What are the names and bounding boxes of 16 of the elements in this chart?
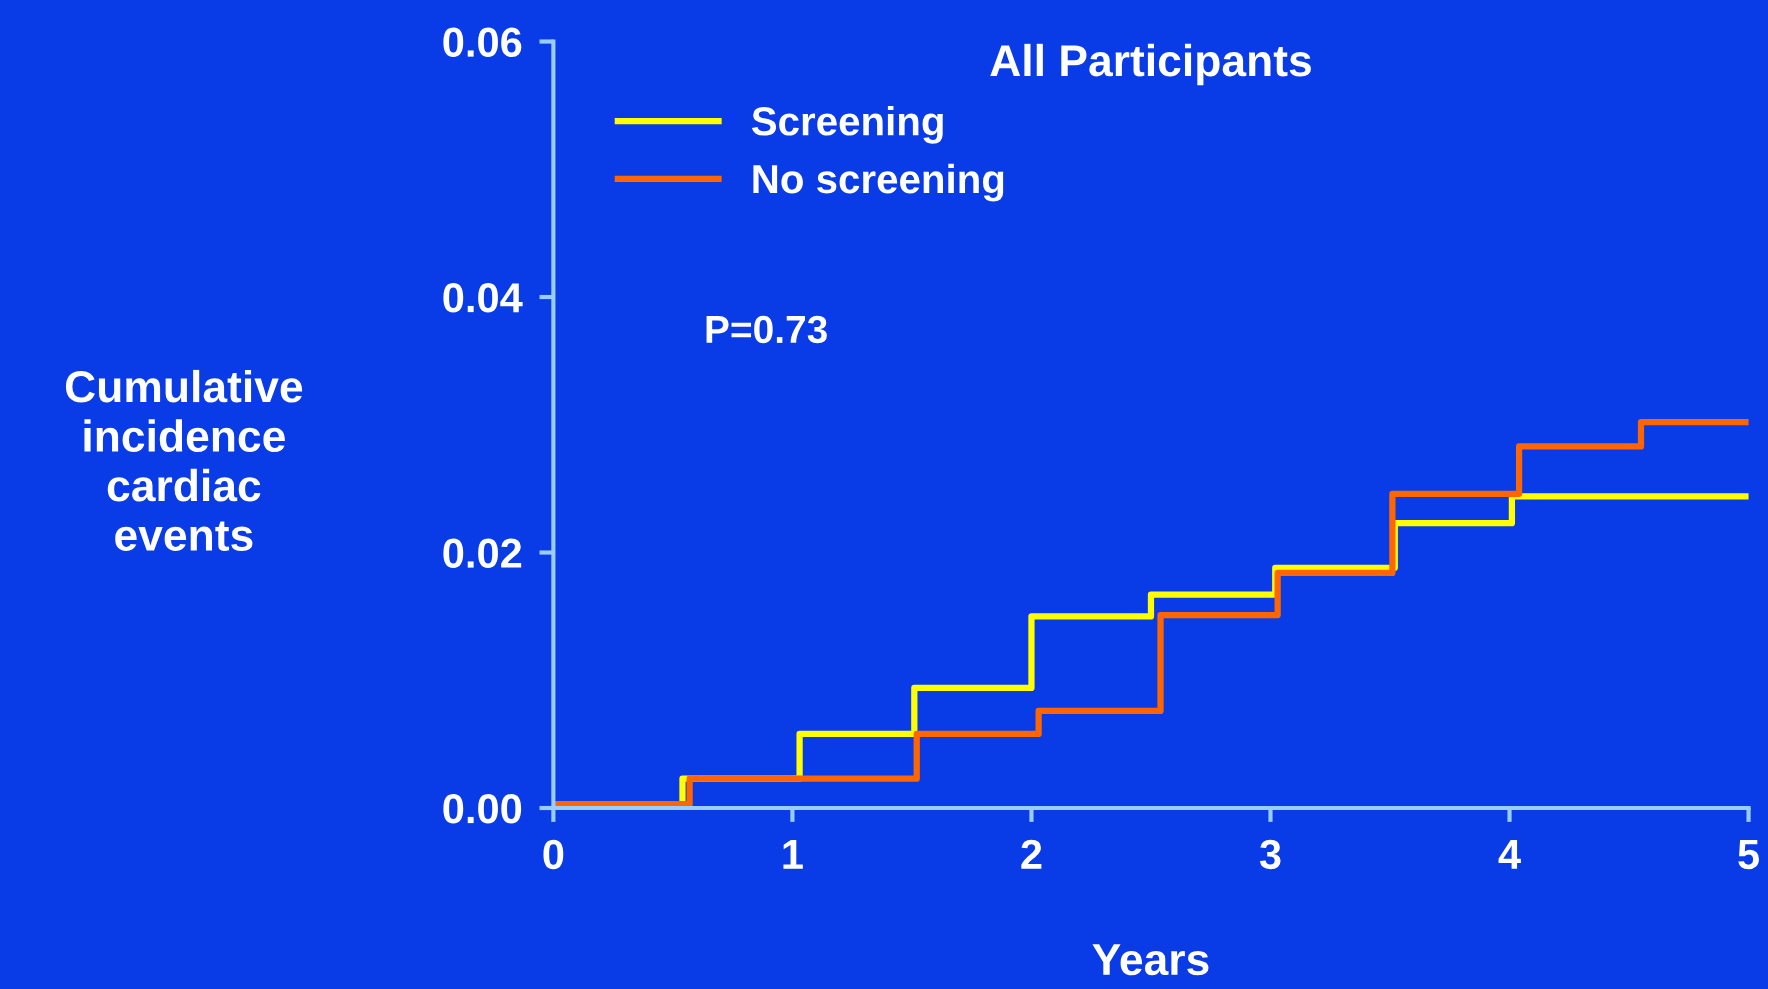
- chart-title: All Participants: [990, 43, 1311, 86]
- x-tick-label: 4: [1498, 840, 1521, 869]
- x-tick-label: 1: [783, 840, 803, 869]
- y-axis-title: Cumulative incidence cardiac events: [65, 369, 303, 551]
- x-tick-label: 3: [1259, 839, 1281, 870]
- y-tick-label: 0.00: [443, 794, 522, 824]
- x-tick-label: 0: [543, 839, 564, 870]
- x-tick-label: 2: [1021, 839, 1042, 869]
- y-tick-label: 0.04: [443, 283, 523, 313]
- y-tick-label: 0.06: [443, 27, 522, 58]
- annotation: P=0.73: [706, 315, 827, 344]
- x-tick-label: 5: [1738, 840, 1759, 870]
- x-axis-title: Years: [1092, 944, 1209, 976]
- y-tick-label: 0.02: [443, 538, 522, 569]
- legend-label: Screening: [751, 105, 943, 144]
- legend-label: No screening: [753, 163, 1004, 202]
